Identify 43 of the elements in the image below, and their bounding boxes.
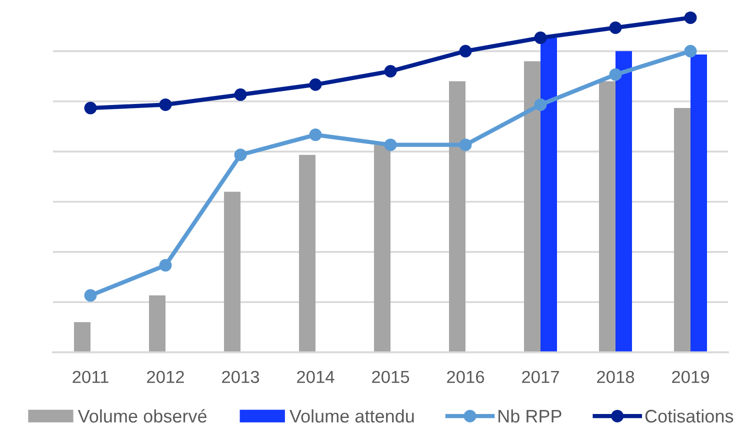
legend-label: Nb RPP	[498, 409, 562, 423]
point	[384, 138, 397, 152]
point	[684, 11, 697, 24]
legend-label: Cotisations	[645, 409, 734, 423]
x-tick-label: 2016	[447, 370, 484, 384]
point	[534, 32, 547, 44]
bar	[616, 51, 632, 352]
point	[84, 289, 97, 302]
x-tick-label: 2013	[222, 370, 260, 384]
x-tick-label: 2012	[147, 370, 184, 384]
x-tick-label: 2018	[597, 370, 634, 384]
legend-label: Volume observé	[78, 409, 207, 423]
point	[459, 44, 472, 58]
point	[684, 44, 697, 58]
bar	[149, 295, 166, 352]
point	[159, 259, 172, 272]
bar	[540, 38, 557, 352]
legend-label: Volume attendu	[290, 409, 414, 423]
bar	[74, 322, 90, 352]
bar	[599, 81, 616, 352]
point	[234, 148, 247, 162]
point	[459, 138, 472, 152]
bar	[449, 81, 466, 352]
x-tick-label: 2017	[522, 370, 559, 384]
bar	[299, 154, 316, 352]
point	[609, 21, 622, 34]
x-tick-label: 2015	[372, 370, 410, 384]
point	[309, 128, 322, 142]
bar	[674, 108, 690, 352]
bar	[524, 61, 540, 352]
point	[159, 98, 172, 111]
point	[84, 102, 97, 114]
point	[309, 78, 322, 91]
bar	[224, 192, 240, 352]
x-tick-label: 2011	[72, 370, 108, 384]
point	[534, 98, 547, 111]
x-tick-label: 2014	[297, 370, 334, 384]
x-tick-label: 2019	[672, 370, 709, 384]
bar	[374, 144, 390, 352]
point	[384, 64, 397, 78]
point	[234, 88, 247, 101]
point	[609, 68, 622, 81]
bar	[690, 54, 707, 352]
